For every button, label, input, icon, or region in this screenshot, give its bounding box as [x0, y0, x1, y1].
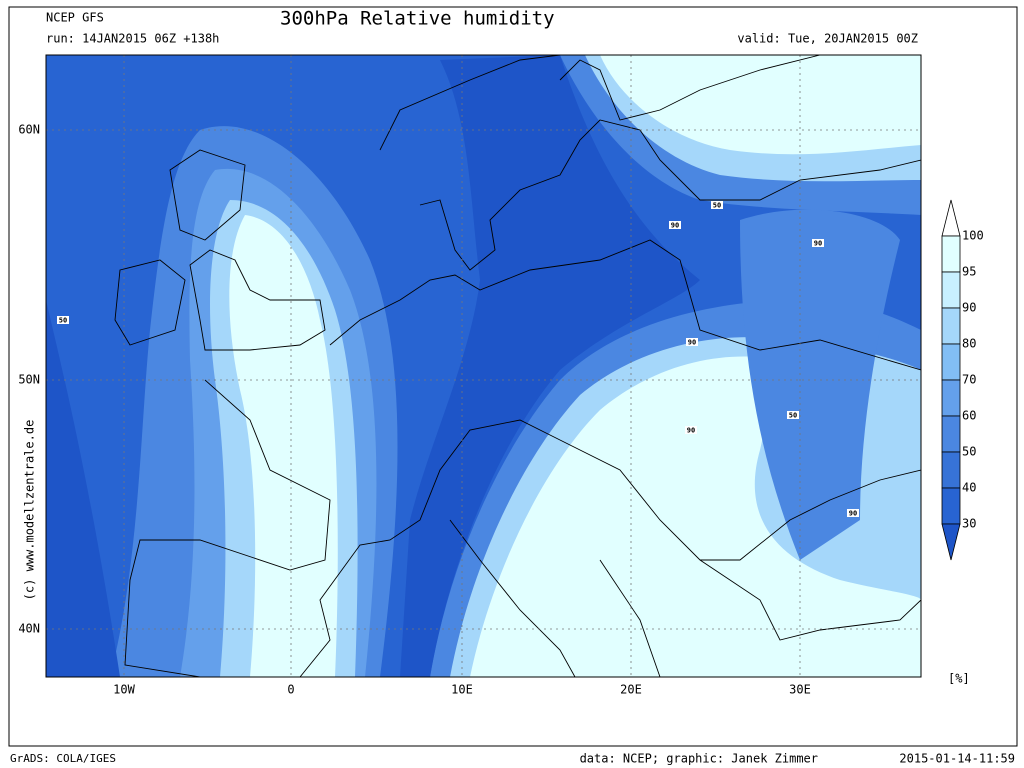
colorbar-band — [941, 343, 961, 381]
contour-label: 50 — [713, 202, 721, 210]
footer-source: data: NCEP; graphic: Janek Zimmer — [580, 752, 818, 766]
contour-label-box — [711, 201, 723, 209]
footer-timestamp: 2015-01-14-11:59 — [899, 752, 1015, 766]
credit: (c) www.modellzentrale.de — [23, 420, 37, 601]
colorbar-label: 80 — [962, 337, 976, 351]
colorbar-label: 100 — [962, 229, 984, 243]
humidity-band — [46, 300, 120, 677]
lat-label: 60N — [18, 123, 40, 137]
colorbar-band — [941, 271, 961, 309]
colorbar-band — [941, 487, 961, 525]
colorbar-label: 60 — [962, 409, 976, 423]
humidity-band — [740, 209, 900, 560]
humidity-field — [46, 55, 921, 677]
colorbar-label: 30 — [962, 517, 976, 531]
graticule — [46, 55, 921, 677]
contour-label: 90 — [687, 427, 695, 435]
colorbar-label: 90 — [962, 301, 976, 315]
contour-label-box — [685, 426, 697, 434]
map-frame — [45, 54, 922, 678]
lon-label: 0 — [287, 683, 294, 697]
colorbar-label: 50 — [962, 445, 976, 459]
lon-label: 30E — [789, 683, 811, 697]
coastlines — [114, 55, 921, 677]
contour-labels: 50 90 50 90 90 90 50 90 — [57, 201, 859, 518]
colorbar-band — [941, 379, 961, 417]
run-info: run: 14JAN2015 06Z +138h — [46, 32, 219, 46]
contour-label: 90 — [688, 339, 696, 347]
lon-label: 10W — [113, 683, 135, 697]
unit-label: [%] — [948, 672, 970, 686]
outer-frame — [8, 6, 1018, 747]
humidity-band — [229, 215, 338, 677]
lon-label: 20E — [620, 683, 642, 697]
humidity-band — [600, 55, 921, 155]
colorbar-triangle — [941, 523, 961, 561]
colorbar-triangle — [941, 199, 961, 237]
colorbar-label: 40 — [962, 481, 976, 495]
humidity-band — [470, 356, 921, 677]
colorbar-band — [941, 415, 961, 453]
contour-label-box — [686, 338, 698, 346]
lat-label: 50N — [18, 373, 40, 387]
map-axes: 60N 50N 40N 10W 0 10E 20E 30E — [18, 123, 811, 697]
model-name: NCEP GFS — [46, 11, 104, 25]
colorbar: 100 95 90 80 70 60 50 40 30 — [941, 199, 984, 561]
contour-label-box — [787, 411, 799, 419]
map-title: 300hPa Relative humidity — [280, 8, 555, 30]
colorbar-label: 70 — [962, 373, 976, 387]
contour-label: 90 — [671, 222, 679, 230]
humidity-band — [400, 55, 700, 677]
contour-label: 50 — [789, 412, 797, 420]
contour-label-box — [847, 509, 859, 517]
contour-label-box — [57, 316, 69, 324]
contour-label: 90 — [814, 240, 822, 248]
lat-label: 40N — [18, 622, 40, 636]
colorbar-band — [941, 307, 961, 345]
colorbar-band — [941, 235, 961, 273]
contour-label: 90 — [849, 510, 857, 518]
contour-label-box — [812, 239, 824, 247]
lon-label: 10E — [451, 683, 473, 697]
colorbar-band — [941, 451, 961, 489]
colorbar-label: 95 — [962, 265, 976, 279]
valid-info: valid: Tue, 20JAN2015 00Z — [737, 32, 918, 46]
footer-software: GrADS: COLA/IGES — [10, 752, 116, 765]
contour-label: 50 — [59, 317, 67, 325]
contour-label-box — [669, 221, 681, 229]
